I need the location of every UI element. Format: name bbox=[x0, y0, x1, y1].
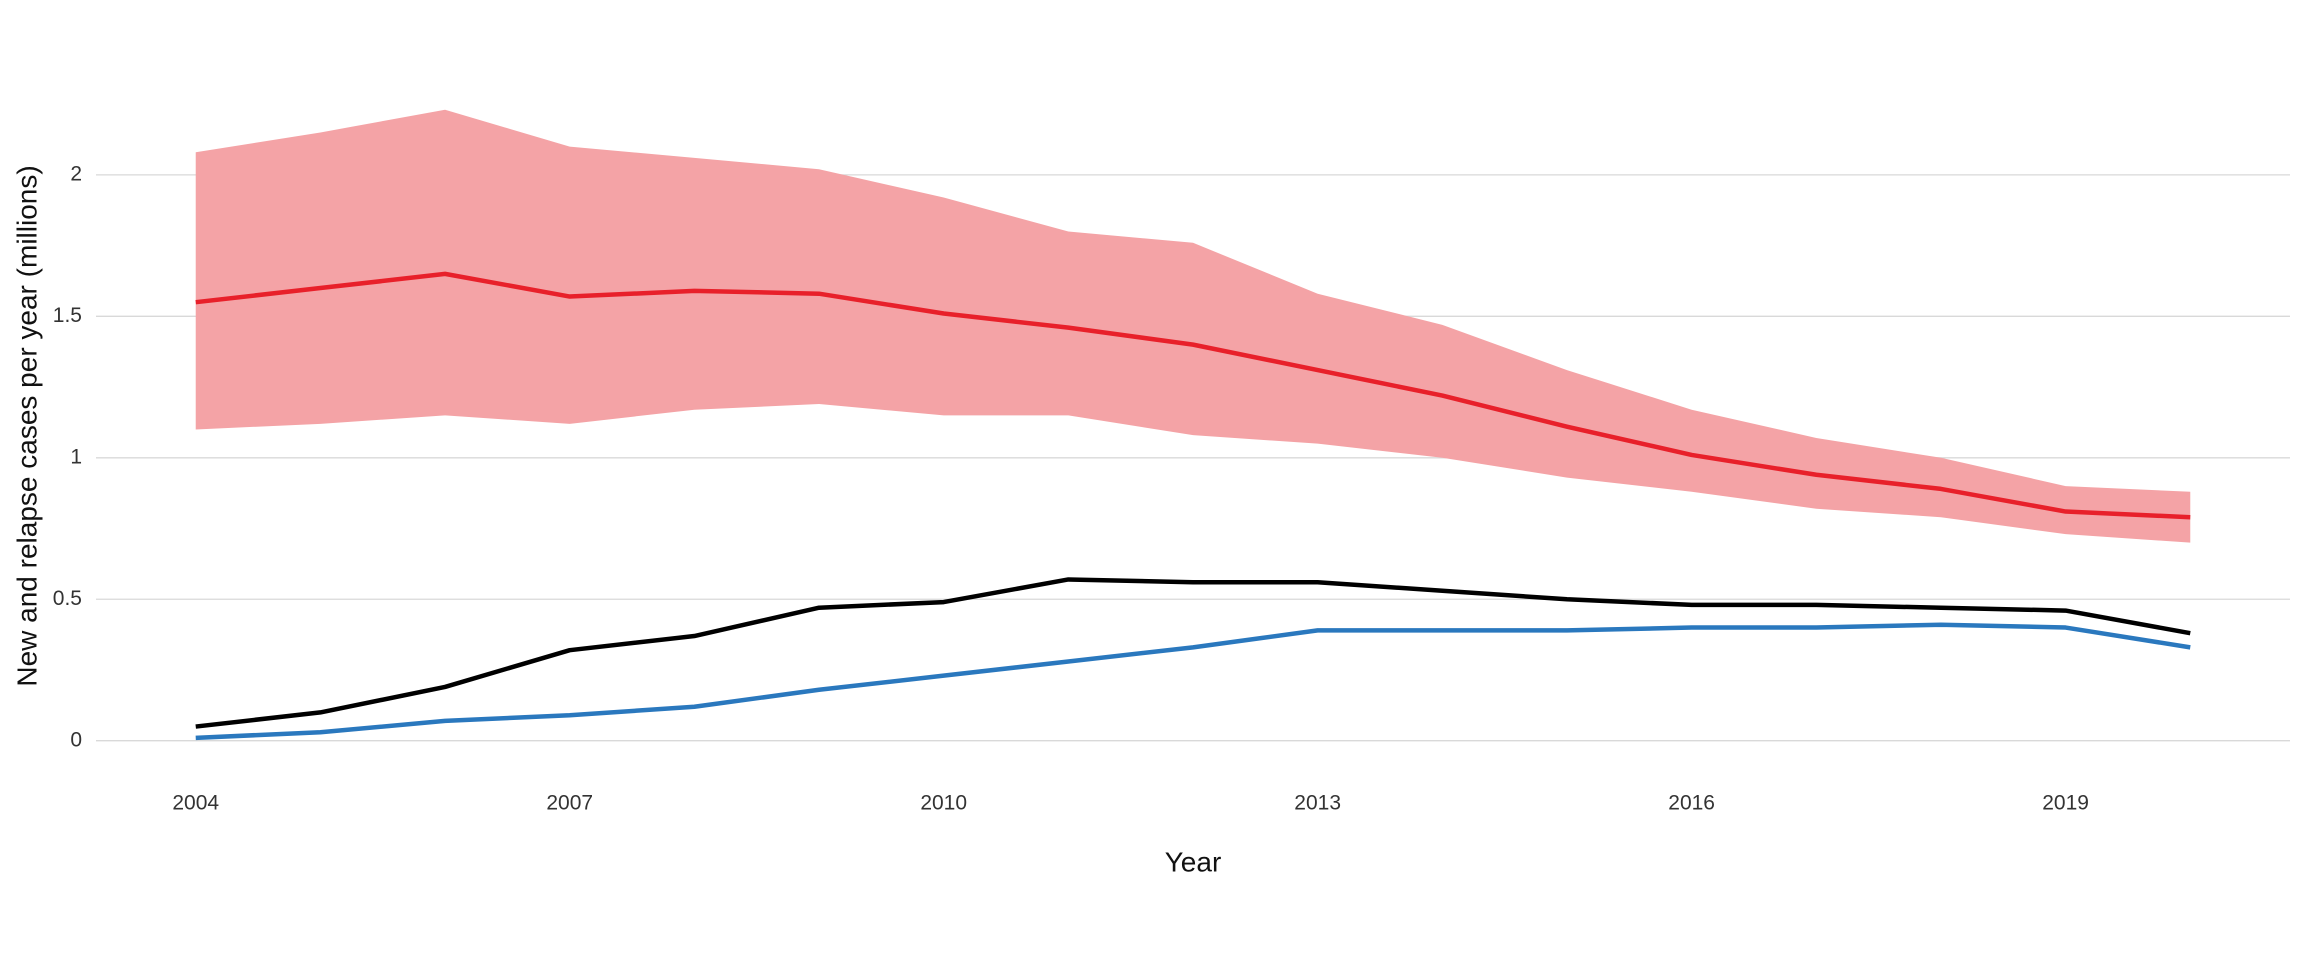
x-tick-label: 2004 bbox=[172, 792, 219, 815]
y-tick-label: 1.5 bbox=[53, 304, 82, 327]
line bbox=[195, 577, 2191, 729]
x-tick-label: 2019 bbox=[2042, 792, 2089, 815]
confidence-band bbox=[195, 109, 2191, 543]
x-axis-title: Year bbox=[1165, 846, 1222, 877]
y-axis-title: New and relapse cases per year (millions… bbox=[11, 165, 42, 686]
x-tick-label: 2007 bbox=[546, 792, 593, 815]
x-tick-label: 2010 bbox=[920, 792, 967, 815]
x-tick-label: 2016 bbox=[1668, 792, 1715, 815]
y-tick-label: 1 bbox=[70, 445, 82, 468]
y-tick-label: 0 bbox=[70, 728, 82, 751]
x-tick-label: 2013 bbox=[1294, 792, 1341, 815]
line bbox=[195, 271, 2191, 520]
y-tick-label: 2 bbox=[70, 162, 82, 185]
y-tick-label: 0.5 bbox=[53, 587, 82, 610]
line bbox=[195, 622, 2191, 741]
